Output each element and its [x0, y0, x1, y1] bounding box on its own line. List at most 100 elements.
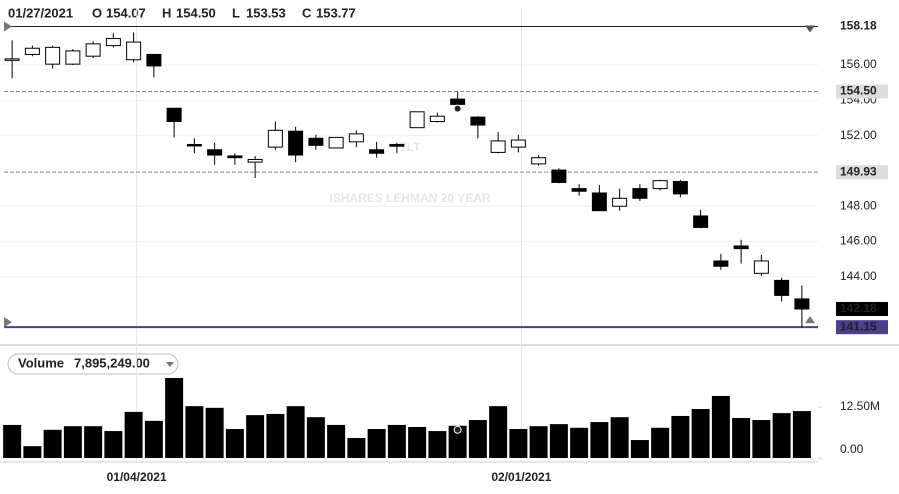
volume-bar: [185, 406, 204, 458]
volume-bar: [651, 427, 670, 458]
volume-bar: [104, 431, 123, 458]
volume-bar: [448, 425, 467, 458]
dropdown-arrow: [166, 362, 174, 367]
y-tick-label: 156.00: [840, 57, 877, 71]
candle-body: [308, 137, 324, 146]
volume-bar: [590, 422, 609, 458]
volume-bar: [711, 395, 730, 458]
candle-body: [713, 260, 729, 267]
readout-key: L: [232, 5, 240, 20]
level-marker: [4, 317, 12, 328]
readout-value: 154.50: [176, 5, 216, 20]
volume-bar: [387, 424, 406, 458]
volume-title: Volume: [18, 355, 64, 370]
readout-key: C: [302, 5, 312, 20]
volume-bar: [691, 409, 710, 458]
candle-body: [693, 215, 709, 228]
level-box: [836, 320, 888, 335]
candle-body: [146, 53, 162, 67]
candle-body: [389, 143, 405, 147]
level-label: 141.15: [840, 319, 877, 333]
y-tick-label: 144.00: [840, 269, 877, 283]
readout-value: 153.77: [316, 5, 356, 20]
candle-body: [794, 298, 810, 310]
volume-bar: [509, 429, 528, 458]
readout-value: 154.07: [106, 5, 146, 20]
candle-body: [450, 98, 466, 105]
level-marker: [805, 25, 815, 33]
volume-bar: [732, 418, 751, 458]
candle-body: [85, 43, 101, 57]
level-box: [836, 19, 888, 34]
level-box: [836, 84, 888, 99]
readout-date: 01/27/2021: [8, 5, 73, 20]
readout-key: O: [92, 5, 102, 20]
volume-bar: [529, 426, 548, 458]
candle-body: [369, 149, 385, 154]
candle-body: [105, 38, 121, 47]
candle-body: [65, 50, 81, 65]
volume-bar: [610, 417, 629, 458]
volume-bar: [792, 411, 811, 458]
volume-bar: [306, 417, 325, 458]
candle-body: [652, 180, 668, 190]
y-tick-label: 152.00: [840, 128, 877, 142]
volume-bar: [347, 438, 366, 458]
volume-bar: [468, 420, 487, 458]
candle-body: [288, 130, 304, 156]
candle-body: [45, 46, 61, 65]
level-marker: [805, 316, 815, 324]
level-box: [836, 301, 888, 316]
volume-bar: [144, 420, 163, 458]
y-tick-label: 0.00: [840, 442, 864, 456]
volume-bar: [549, 424, 568, 458]
candle-body: [348, 133, 364, 143]
volume-bar: [84, 426, 103, 458]
volume-bar: [43, 429, 62, 458]
candle-body: [186, 143, 202, 147]
volume-bar: [165, 378, 184, 458]
candle-body: [126, 41, 142, 61]
candle-body: [612, 197, 628, 207]
x-tick-label: 01/04/2021: [107, 470, 167, 484]
volume-bar: [367, 429, 386, 458]
volume-bar: [124, 411, 143, 458]
y-tick-label: 12.50M: [840, 399, 880, 413]
volume-bar: [630, 440, 649, 458]
readout-value: 153.53: [246, 5, 286, 20]
level-label: 142.18: [840, 301, 877, 315]
volume-bar: [225, 429, 244, 458]
x-tick-label: 02/01/2021: [491, 470, 551, 484]
candle-body: [166, 107, 182, 123]
volume-pill[interactable]: [7, 353, 179, 375]
volume-bar: [752, 420, 771, 458]
candle-body: [207, 149, 223, 156]
candle-body: [409, 111, 425, 129]
volume-bar: [266, 413, 285, 458]
candle-body: [551, 169, 567, 183]
candle-body: [247, 158, 263, 163]
volume-bar: [428, 431, 447, 458]
y-tick-label: 148.00: [840, 198, 877, 212]
volume-bar: [489, 406, 508, 458]
readout-key: H: [162, 5, 171, 20]
candle-body: [753, 260, 769, 274]
level-marker: [4, 21, 12, 32]
volume-bar: [23, 446, 42, 458]
watermark-name: ISHARES LEHMAN 20 YEAR: [329, 191, 490, 205]
y-tick-label: 146.00: [840, 234, 877, 248]
candle-body: [4, 58, 20, 61]
volume-bar: [772, 413, 791, 458]
volume-bar: [205, 407, 224, 458]
candle-body: [733, 245, 749, 250]
level-label: 158.18: [840, 19, 877, 33]
watermark-symbol: TLT: [399, 140, 421, 154]
volume-bar: [63, 426, 82, 458]
level-label: 149.93: [840, 164, 877, 178]
level-label: 154.50: [840, 84, 877, 98]
volume-bar: [246, 415, 265, 458]
candle-body: [591, 192, 607, 212]
candle-body: [227, 155, 243, 159]
